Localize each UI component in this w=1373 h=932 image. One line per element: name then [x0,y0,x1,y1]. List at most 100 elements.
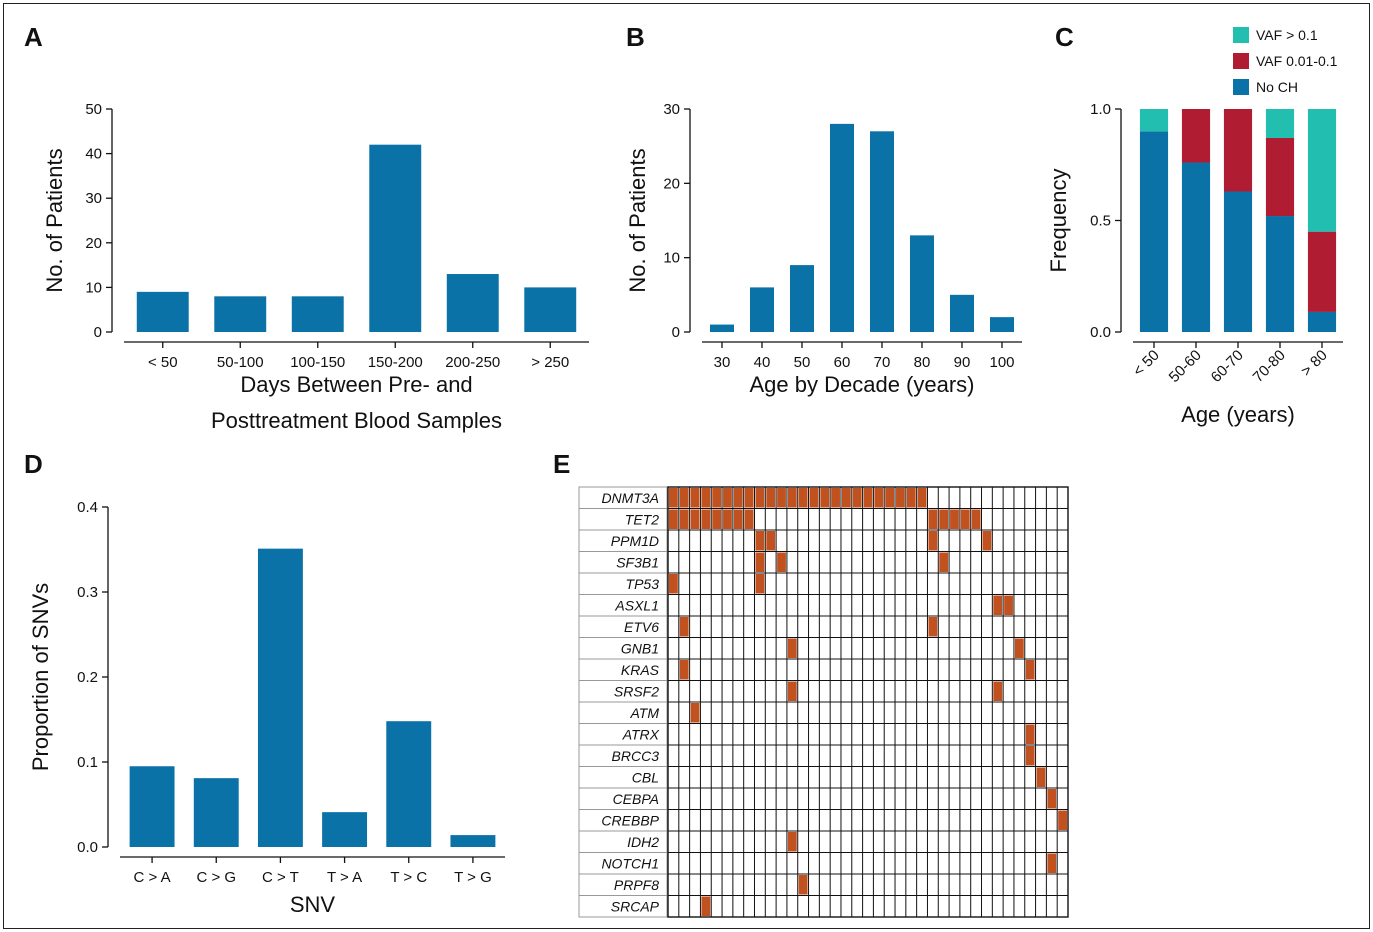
y-tick-label: 0.0 [1090,324,1111,341]
panel-label-B: B [626,22,645,52]
x-tick-label: 150-200 [368,354,423,371]
mutation-cell [896,488,905,508]
bar [990,317,1014,332]
mutation-cell [712,488,722,508]
panel-label-C: C [1055,22,1074,52]
mutation-cell [831,488,840,508]
panel-label-A: A [24,22,43,52]
mutation-cell [679,488,689,508]
mutation-cell [777,488,786,508]
y-axis-title: Frequency [1046,169,1071,273]
mutation-cell [690,488,700,508]
x-axis-title-line1: Days Between Pre- and [240,372,472,397]
legend-swatch [1233,27,1249,43]
mutation-cell [1014,638,1024,658]
mutation-cell [755,574,765,594]
mutation-cell [939,552,949,572]
bar [750,287,774,332]
x-tick-label: 70 [874,354,891,371]
legend-label: No CH [1256,79,1298,95]
mutation-cell [928,531,938,551]
mutation-cell [679,660,689,680]
y-axis-title: Proportion of SNVs [28,583,53,771]
x-tick-label: 100-150 [290,354,345,371]
mutation-cell [712,509,722,529]
mutation-cell [1025,660,1035,680]
bar [830,123,854,332]
mutation-cell [777,552,786,572]
gene-label: BRCC3 [612,748,660,764]
y-tick-label: 30 [85,190,102,207]
x-tick-label: C > G [196,869,236,886]
gene-label: CBL [632,769,659,785]
x-tick-label: C > A [134,869,171,886]
mutation-cell [960,509,970,529]
mutation-cell [1047,789,1057,809]
legend-label: VAF > 0.1 [1256,27,1318,43]
x-tick-label: 30 [714,354,731,371]
bar [136,291,189,332]
gene-label: TP53 [626,576,660,592]
x-tick-label: 50 [794,354,811,371]
x-tick-label: 90 [954,354,971,371]
gene-label: SRCAP [611,898,660,914]
mutation-cell [733,509,743,529]
x-tick-label: > 250 [531,354,569,371]
mutation-cell [950,509,959,529]
gene-label: DNMT3A [601,490,659,506]
bar [291,296,344,332]
mutation-cell [755,552,765,572]
y-tick-label: 1.0 [1090,101,1111,118]
mutation-cell [928,509,938,529]
gene-label: SF3B1 [616,554,659,570]
mutation-cell [841,488,851,508]
mutation-cell [787,832,797,852]
mutation-cell [928,617,938,637]
bar [910,235,934,332]
y-tick-label: 40 [85,146,102,163]
gene-label: SRSF2 [614,683,659,699]
y-tick-label: 10 [663,250,680,267]
x-tick-label: T > C [390,869,427,886]
y-tick-label: 0.0 [77,839,98,856]
mutation-cell [798,488,808,508]
y-tick-label: 0 [94,324,102,341]
x-tick-label: 60-70 [1208,347,1247,386]
x-tick-label: T > G [454,869,492,886]
y-tick-label: 50 [85,101,102,118]
mutation-cell [701,488,711,508]
gene-label: CEBPA [613,791,659,807]
bar [214,296,267,332]
bar-segment [1181,162,1211,332]
gene-label: ATRX [622,726,660,742]
gene-label: KRAS [621,662,660,678]
gene-label: CREBBP [601,812,659,828]
mutation-cell [852,488,862,508]
y-tick-label: 0.2 [77,669,98,686]
bar-segment [1139,131,1169,332]
gene-label: NOTCH1 [601,855,659,871]
bar-segment [1307,311,1337,332]
mutation-cell [917,488,927,508]
x-tick-label: C > T [262,869,299,886]
x-tick-label: < 50 [148,354,178,371]
y-tick-label: 0.1 [77,754,98,771]
bar-segment [1223,109,1253,192]
mutation-cell [1058,810,1067,830]
y-tick-label: 20 [663,175,680,192]
mutation-cell [723,488,732,508]
y-axis-title: No. of Patients [625,148,650,292]
mutation-cell [766,531,776,551]
mutation-cell [733,488,743,508]
bar [322,812,368,847]
mutation-cell [820,488,830,508]
x-tick-label: 80 [914,354,931,371]
gene-label: ASXL1 [614,597,659,613]
mutation-cell [885,488,895,508]
y-tick-label: 20 [85,235,102,252]
mutation-cell [669,509,678,529]
bar [790,265,814,332]
bar [257,548,303,847]
figure-frame [3,3,1370,929]
mutation-cell [701,896,711,916]
